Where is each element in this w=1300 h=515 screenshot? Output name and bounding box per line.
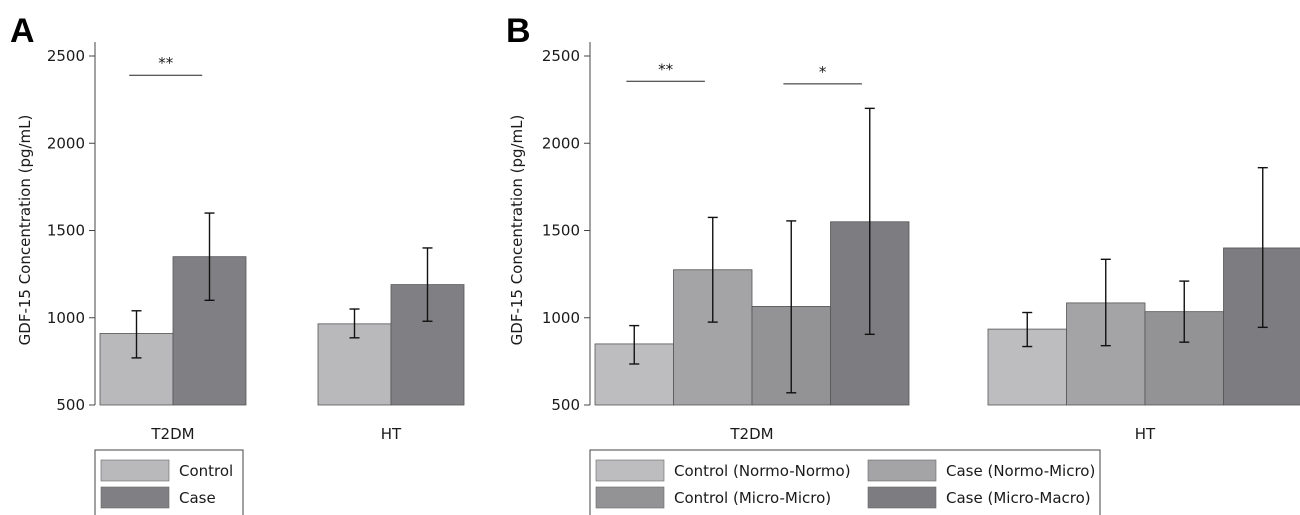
category-label: HT bbox=[381, 425, 402, 443]
category-label: T2DM bbox=[729, 425, 773, 443]
y-tick-label: 2000 bbox=[542, 134, 580, 152]
legend-swatch bbox=[595, 459, 665, 482]
y-tick-label: 2000 bbox=[47, 134, 85, 152]
panel-a-error-bars bbox=[131, 212, 433, 359]
legend-swatch bbox=[595, 486, 665, 509]
panel-b-axes: 500 1000 1500 2000 2500 bbox=[542, 42, 591, 414]
significance-label: ** bbox=[658, 60, 674, 78]
panel-b-bars bbox=[594, 221, 1300, 406]
panel-b-category-labels: T2DM HT bbox=[729, 425, 1156, 443]
legend-label: Control (Micro-Micro) bbox=[674, 489, 831, 507]
category-label: HT bbox=[1135, 425, 1156, 443]
legend-swatch bbox=[867, 459, 937, 482]
panel-b-label: B bbox=[506, 12, 531, 50]
panel-a-legend: Control Case bbox=[94, 449, 244, 515]
legend-swatch bbox=[100, 459, 170, 482]
legend-label: Control bbox=[179, 462, 233, 480]
panel-a: A GDF-15 Concentration (pg/mL) 500 1000 15… bbox=[10, 12, 465, 515]
panel-b-legend: Control (Normo-Normo) Control (Micro-Micr… bbox=[589, 449, 1101, 515]
y-tick-label: 1500 bbox=[542, 222, 580, 240]
category-label: T2DM bbox=[150, 425, 194, 443]
legend-label: Case (Micro-Macro) bbox=[946, 489, 1091, 507]
panel-a-axes: 500 1000 1500 2000 2500 bbox=[47, 42, 96, 414]
legend-label: Case (Normo-Micro) bbox=[946, 462, 1095, 480]
panel-a-y-axis-title: GDF-15 Concentration (pg/mL) bbox=[16, 115, 34, 346]
y-tick-label: 1500 bbox=[47, 222, 85, 240]
legend-label: Case bbox=[179, 489, 216, 507]
y-tick-label: 500 bbox=[56, 396, 85, 414]
legend-swatch bbox=[867, 486, 937, 509]
y-tick-label: 500 bbox=[551, 396, 580, 414]
panel-a-bars bbox=[99, 256, 465, 406]
significance-label: ** bbox=[158, 54, 174, 72]
panel-a-label: A bbox=[10, 12, 35, 50]
y-tick-label: 2500 bbox=[542, 47, 580, 65]
panel-a-significance: ** bbox=[129, 54, 203, 76]
legend-box bbox=[94, 449, 244, 515]
bar bbox=[1223, 247, 1300, 406]
significance-label: * bbox=[819, 63, 827, 81]
legend-box bbox=[589, 449, 1101, 515]
panel-a-category-labels: T2DM HT bbox=[150, 425, 402, 443]
panel-b-y-axis-title: GDF-15 Concentration (pg/mL) bbox=[508, 115, 526, 346]
legend-swatch bbox=[100, 486, 170, 509]
panel-b: B GDF-15 Concentration (pg/mL) 500 1000 15… bbox=[506, 12, 1300, 515]
legend-label: Control (Normo-Normo) bbox=[674, 462, 851, 480]
panel-b-significance: ** * bbox=[626, 60, 862, 85]
y-tick-label: 1000 bbox=[47, 309, 85, 327]
panel-b-error-bars bbox=[629, 107, 1268, 394]
y-tick-label: 2500 bbox=[47, 47, 85, 65]
y-tick-label: 1000 bbox=[542, 309, 580, 327]
